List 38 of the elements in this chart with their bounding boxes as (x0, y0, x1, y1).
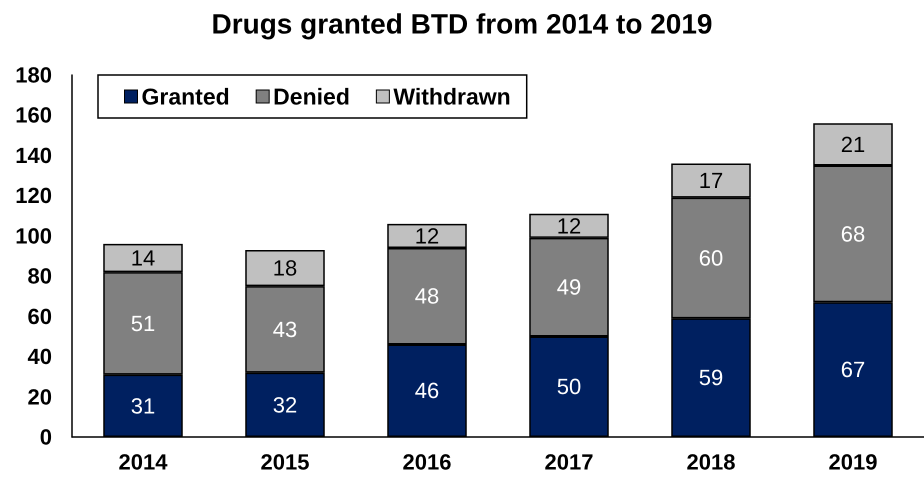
y-tick-label: 20 (28, 384, 52, 410)
data-label: 51 (130, 310, 156, 336)
data-label: 31 (130, 393, 156, 418)
x-tick-label: 2019 (828, 450, 878, 474)
data-label: 59 (698, 365, 724, 390)
y-tick-label: 60 (28, 304, 52, 329)
data-label: 49 (556, 274, 582, 300)
legend-label: Granted (142, 84, 230, 110)
x-tick-label: 2017 (544, 450, 594, 474)
data-label: 60 (698, 246, 724, 271)
y-tick-label: 120 (15, 183, 52, 208)
y-tick-label: 100 (15, 223, 52, 248)
y-tick-label: 80 (28, 264, 52, 289)
data-label: 46 (414, 378, 440, 404)
data-label: 68 (840, 221, 866, 246)
data-label: 12 (414, 223, 440, 248)
y-tick-label: 40 (28, 344, 52, 370)
y-tick-label: 0 (40, 424, 52, 450)
x-tick-label: 2015 (260, 450, 310, 474)
data-label: 21 (840, 132, 866, 157)
data-label: 12 (556, 213, 582, 238)
data-label: 50 (556, 374, 582, 400)
x-tick-label: 2016 (402, 450, 452, 474)
data-label: 67 (840, 357, 866, 382)
legend-label: Withdrawn (393, 84, 511, 110)
y-tick-label: 140 (15, 142, 52, 168)
data-label: 43 (272, 316, 298, 342)
data-label: 14 (130, 246, 156, 271)
legend-label: Denied (273, 84, 350, 110)
data-label: 48 (414, 284, 440, 309)
y-tick-label: 180 (15, 62, 52, 88)
x-tick-label: 2014 (118, 450, 168, 474)
data-label: 17 (698, 168, 724, 194)
x-tick-label: 2018 (686, 450, 736, 474)
data-label: 18 (272, 256, 298, 281)
chart-title: Drugs granted BTD from 2014 to 2019 (211, 8, 713, 40)
data-label: 32 (272, 392, 298, 418)
y-tick-label: 160 (15, 102, 52, 128)
